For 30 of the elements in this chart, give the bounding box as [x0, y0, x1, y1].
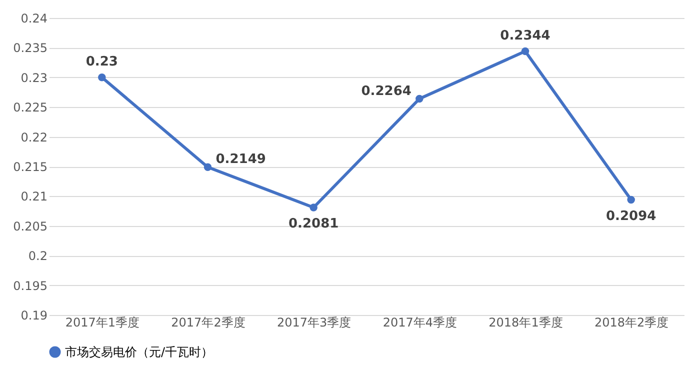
- y-tick-label: 0.195: [13, 278, 48, 293]
- x-tick-label: 2017年4季度: [382, 316, 458, 330]
- x-tick-label: 2017年3季度: [276, 316, 352, 330]
- y-tick-label: 0.205: [13, 219, 48, 234]
- y-tick-label: 0.225: [13, 100, 48, 115]
- data-label: 0.2264: [361, 84, 412, 99]
- y-tick-label: 0.22: [20, 130, 48, 144]
- y-tick-label: 0.23: [20, 70, 48, 85]
- point: [627, 196, 635, 204]
- x-tick-label: 2017年2季度: [171, 316, 246, 330]
- data-label: 0.2081: [288, 216, 339, 232]
- data-label: 0.2094: [606, 208, 656, 224]
- y-tick-label: 0.215: [13, 160, 48, 174]
- y-tick-label: 0.235: [13, 41, 48, 56]
- data-label: 0.2344: [500, 28, 550, 44]
- y-tick-label: 0.24: [20, 12, 48, 26]
- point: [98, 74, 106, 82]
- x-tick-label: 2018年2季度: [594, 316, 669, 330]
- y-tick-label: 0.19: [20, 308, 48, 322]
- x-tick-label: 2017年1季度: [65, 316, 140, 330]
- point: [310, 204, 318, 212]
- data-label: 0.2149: [216, 152, 266, 168]
- point: [521, 47, 530, 56]
- legend-label: 市场交易电价（元/千瓦时）: [65, 345, 214, 359]
- x-tick-label: 2018年1季度: [488, 316, 563, 330]
- data-label: 0.23: [86, 54, 118, 70]
- y-tick-label: 0.2: [28, 249, 48, 264]
- point: [204, 163, 212, 171]
- point: [416, 94, 424, 103]
- y-tick-label: 0.21: [20, 190, 48, 204]
